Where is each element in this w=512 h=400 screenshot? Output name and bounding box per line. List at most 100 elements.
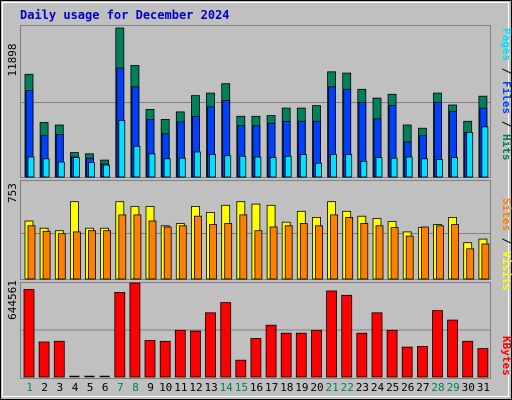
sites-bar-1 — [27, 225, 36, 280]
x-tick-label-15: 15 — [235, 381, 248, 394]
sites-bar-20 — [315, 225, 323, 280]
chart-frame-inner — [2, 2, 509, 397]
sites-bar-25 — [390, 227, 399, 280]
pages-bar-7 — [118, 120, 126, 178]
pages-bar-14 — [224, 155, 232, 178]
kbytes-bar-3 — [53, 340, 65, 378]
sites-bar-31 — [481, 243, 490, 280]
x-tick-label-26: 26 — [401, 381, 414, 394]
kbytes-bar-26 — [401, 346, 413, 378]
pages-bar-22 — [345, 154, 353, 178]
sites-bar-27 — [420, 226, 429, 280]
sites-bar-11 — [178, 225, 187, 280]
x-tick-label-21: 21 — [325, 381, 338, 394]
kbytes-bar-31 — [477, 348, 489, 378]
x-tick-label-13: 13 — [204, 381, 217, 394]
sites-bar-29 — [451, 224, 460, 280]
kbytes-bar-25 — [386, 329, 398, 378]
x-tick-label-11: 11 — [174, 381, 187, 394]
bot-max-label: 644561 — [6, 280, 19, 320]
kbytes-bar-24 — [371, 312, 383, 378]
kbytes-bar-14 — [220, 302, 232, 378]
pages-bar-25 — [390, 157, 398, 178]
pages-legend: Pages — [500, 28, 512, 61]
sites-bar-6 — [103, 230, 111, 280]
x-tick-label-27: 27 — [416, 381, 429, 394]
sites-legend: Sites — [500, 198, 512, 231]
sites-bar-10 — [163, 226, 172, 280]
sites-bar-9 — [148, 220, 157, 280]
kbytes-bar-2 — [38, 341, 50, 378]
x-tick-label-8: 8 — [132, 381, 139, 394]
sites-bar-7 — [118, 214, 127, 280]
pages-bar-29 — [451, 157, 459, 178]
x-tick-label-10: 10 — [159, 381, 172, 394]
kbytes-bar-13 — [205, 312, 216, 378]
pages-bar-1 — [27, 156, 35, 178]
x-tick-label-28: 28 — [431, 381, 444, 394]
x-tick-label-22: 22 — [341, 381, 354, 394]
kbytes-bar-18 — [280, 332, 292, 378]
pages-bar-10 — [163, 158, 171, 178]
pages-bar-23 — [360, 160, 368, 178]
pages-bar-5 — [88, 162, 95, 178]
kbytes-bar-12 — [189, 330, 201, 378]
pages-bar-3 — [57, 161, 65, 178]
kbytes-bar-28 — [432, 310, 443, 378]
sites-bar-5 — [88, 230, 96, 280]
pages-bar-28 — [436, 159, 443, 178]
kbytes-bar-20 — [311, 329, 322, 378]
kbytes-bar-30 — [462, 340, 474, 378]
top-right-label: Pages / Files / Hits — [500, 28, 512, 161]
panel-frames — [20, 25, 491, 379]
mid-max-label: 753 — [6, 183, 19, 203]
sites-bar-2 — [42, 230, 51, 280]
sites-bar-13 — [209, 224, 217, 280]
kbytes-bar-8 — [129, 282, 141, 378]
kbytes-bar-1 — [23, 289, 35, 378]
x-tick-label-12: 12 — [189, 381, 202, 394]
pages-bar-21 — [330, 154, 338, 178]
kbytes-bar-22 — [341, 294, 353, 378]
pages-bar-31 — [481, 126, 489, 178]
x-tick-label-9: 9 — [147, 381, 154, 394]
x-tick-label-31: 31 — [477, 381, 490, 394]
sites-bar-26 — [405, 235, 414, 280]
mid-right-label: Sites / Visits — [500, 198, 512, 291]
x-tick-label-17: 17 — [265, 381, 278, 394]
kbytes-bar-23 — [356, 332, 368, 378]
sites-bar-21 — [330, 214, 339, 280]
sites-bar-23 — [360, 222, 369, 280]
pages-bar-20 — [315, 162, 322, 178]
kbytes-legend: KBytes — [500, 336, 512, 376]
x-tick-label-6: 6 — [102, 381, 109, 394]
sites-bar-12 — [193, 215, 202, 280]
sites-bar-8 — [133, 214, 142, 280]
pages-bar-11 — [178, 157, 186, 178]
pages-bar-18 — [284, 155, 292, 178]
bot-right-label: KBytes — [500, 336, 512, 376]
sites-bar-24 — [375, 225, 384, 280]
kbytes-bar-19 — [295, 332, 307, 378]
x-tick-label-24: 24 — [371, 381, 385, 394]
sites-bar-30 — [466, 248, 475, 280]
pages-bar-6 — [103, 164, 110, 178]
x-tick-label-23: 23 — [356, 381, 369, 394]
x-tick-label-30: 30 — [462, 381, 475, 394]
x-tick-label-18: 18 — [280, 381, 293, 394]
sites-bar-28 — [436, 225, 444, 280]
sites-bar-17 — [269, 226, 278, 280]
x-tick-label-19: 19 — [295, 381, 308, 394]
sites-bar-3 — [57, 233, 66, 280]
kbytes-bar-17 — [265, 324, 277, 378]
pages-bar-19 — [299, 154, 307, 178]
hits-legend: Hits — [500, 134, 512, 161]
pages-bar-9 — [148, 153, 156, 178]
sites-bar-15 — [239, 214, 248, 280]
kbytes-bar-27 — [416, 345, 428, 378]
visits-legend: Visits — [500, 251, 512, 291]
pages-bar-26 — [405, 156, 413, 178]
x-tick-label-20: 20 — [310, 381, 323, 394]
pages-bar-27 — [420, 158, 428, 178]
